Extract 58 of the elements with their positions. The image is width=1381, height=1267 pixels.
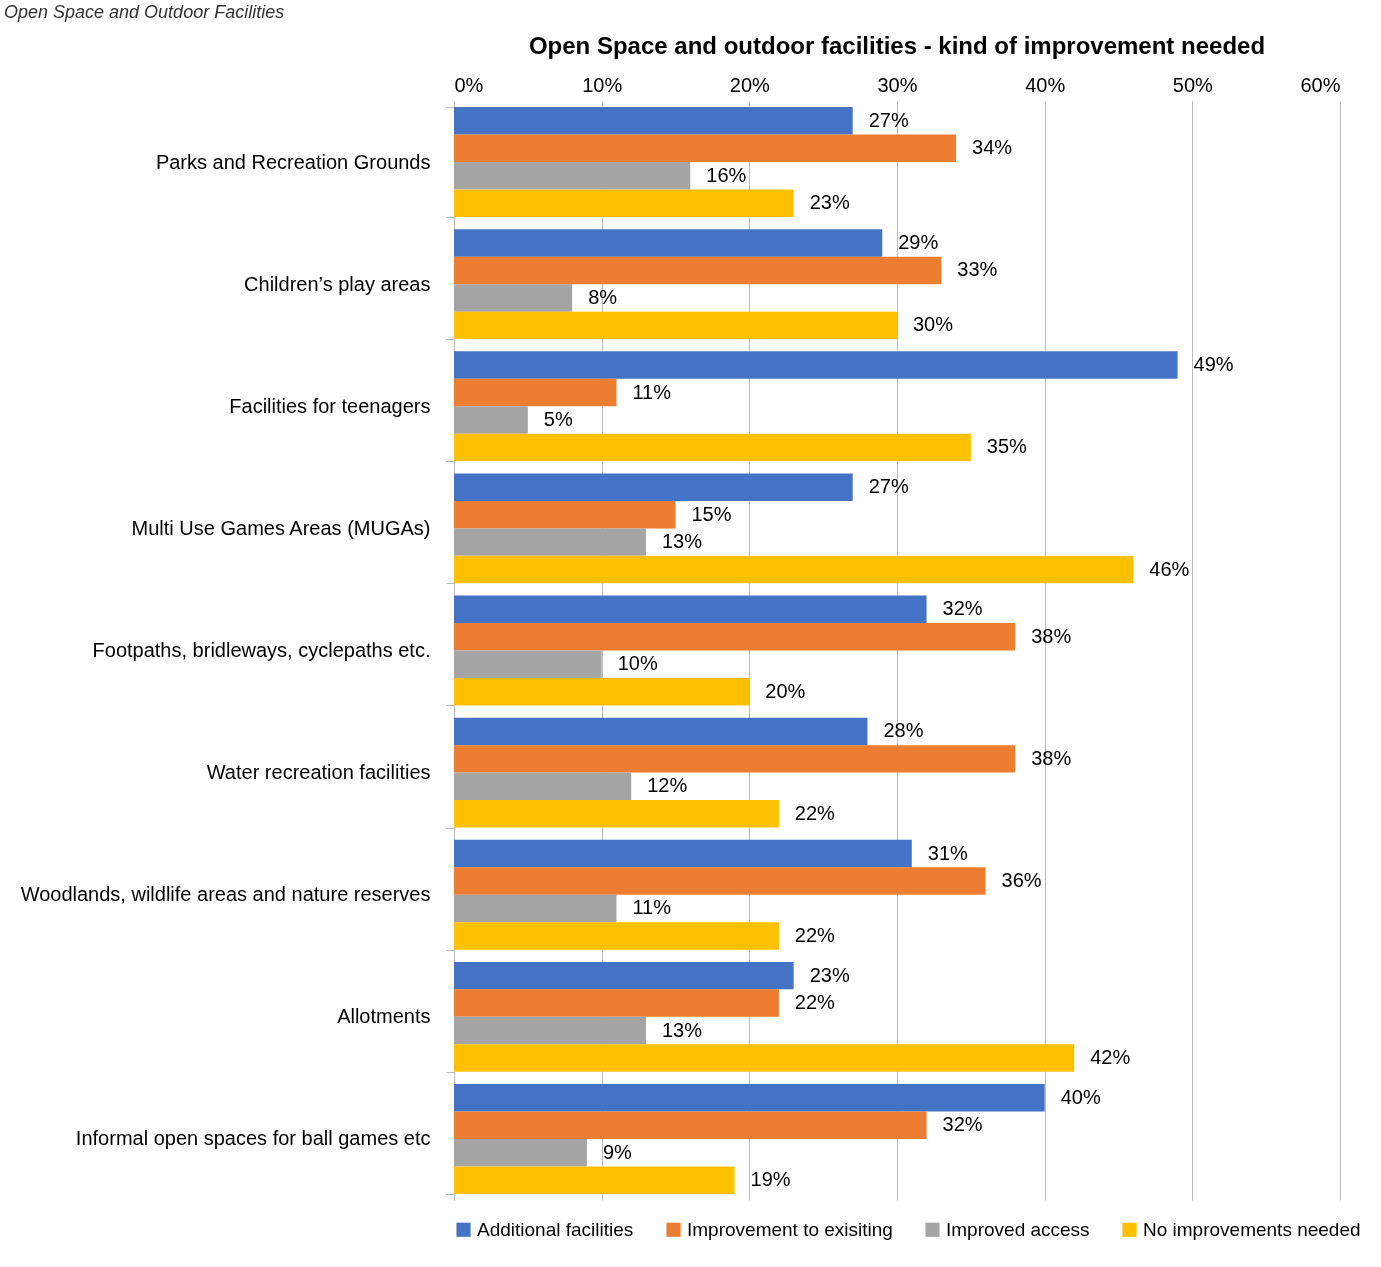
data-label: 12%: [647, 774, 688, 797]
legend-label: Improvement to exisiting: [687, 1218, 893, 1240]
x-tick-label: 10%: [582, 73, 623, 96]
y-tick-label: Water recreation facilities: [206, 761, 431, 784]
y-tick-label: Children’s play areas: [244, 272, 431, 295]
text: Open Space and Outdoor Facilities: [4, 2, 286, 23]
data-label: 27%: [868, 475, 909, 498]
data-label: 32%: [942, 597, 983, 620]
y-tick-label: Parks and Recreation Grounds: [155, 150, 431, 173]
data-label: 29%: [898, 230, 939, 253]
y-tick-label: Woodlands, wildlife areas and nature reserves: [20, 883, 431, 906]
data-label: 40%: [1060, 1085, 1101, 1108]
data-label: 27%: [868, 108, 909, 131]
y-tick-label: Allotments: [337, 1005, 431, 1028]
x-tick-label: 20%: [729, 73, 771, 96]
y-tick-label: Footpaths, bridleways, cyclepaths etc.: [92, 639, 431, 661]
data-label: 8%: [588, 285, 618, 308]
data-label: 10%: [617, 652, 658, 675]
legend-label: Improved access: [946, 1218, 1090, 1240]
x-tick-label: 0%: [454, 73, 484, 96]
data-label: 22%: [794, 801, 836, 824]
data-label: 30%: [913, 313, 954, 336]
data-label: 22%: [794, 923, 836, 946]
y-tick-label: Informal open spaces for ball games etc: [75, 1127, 431, 1150]
data-label: 5%: [543, 408, 573, 431]
data-label: 13%: [661, 530, 703, 553]
data-label: 32%: [942, 1113, 983, 1136]
data-label: 9%: [602, 1140, 633, 1163]
legend-label: Additional facilities: [477, 1218, 634, 1240]
x-tick-label: 60%: [1300, 73, 1341, 96]
data-label: 13%: [661, 1018, 703, 1041]
data-label: 28%: [883, 719, 924, 742]
data-label: 23%: [809, 191, 850, 214]
data-label: 22%: [794, 991, 836, 1014]
x-tick-label: 30%: [877, 73, 918, 96]
data-label: 11%: [632, 380, 672, 403]
data-label: 42%: [1090, 1046, 1131, 1069]
chart-title: Open Space and outdoor facilities - kind of improvement needed: [528, 32, 1266, 59]
data-label: 38%: [1031, 624, 1072, 647]
data-label: 33%: [957, 258, 998, 281]
x-tick-label: 50%: [1172, 73, 1214, 96]
data-label: 16%: [706, 163, 747, 186]
x-tick-label: 40%: [1025, 73, 1066, 96]
data-label: 46%: [1149, 557, 1190, 580]
data-label: 15%: [691, 502, 732, 525]
data-label: 35%: [986, 435, 1028, 458]
y-tick-label: Facilities for teenagers: [229, 394, 431, 417]
data-label: 20%: [765, 679, 806, 702]
data-label: 49%: [1193, 353, 1234, 376]
y-tick-label: Multi Use Games Areas (MUGAs): [131, 516, 431, 539]
data-label: 31%: [927, 841, 969, 864]
data-label: 36%: [1001, 868, 1042, 891]
data-label: 11%: [632, 896, 672, 919]
legend-label: No improvements needed: [1143, 1218, 1361, 1240]
data-label: 19%: [750, 1168, 791, 1191]
data-label: 34%: [972, 136, 1013, 159]
data-label: 38%: [1031, 746, 1072, 769]
data-label: 23%: [809, 963, 850, 986]
